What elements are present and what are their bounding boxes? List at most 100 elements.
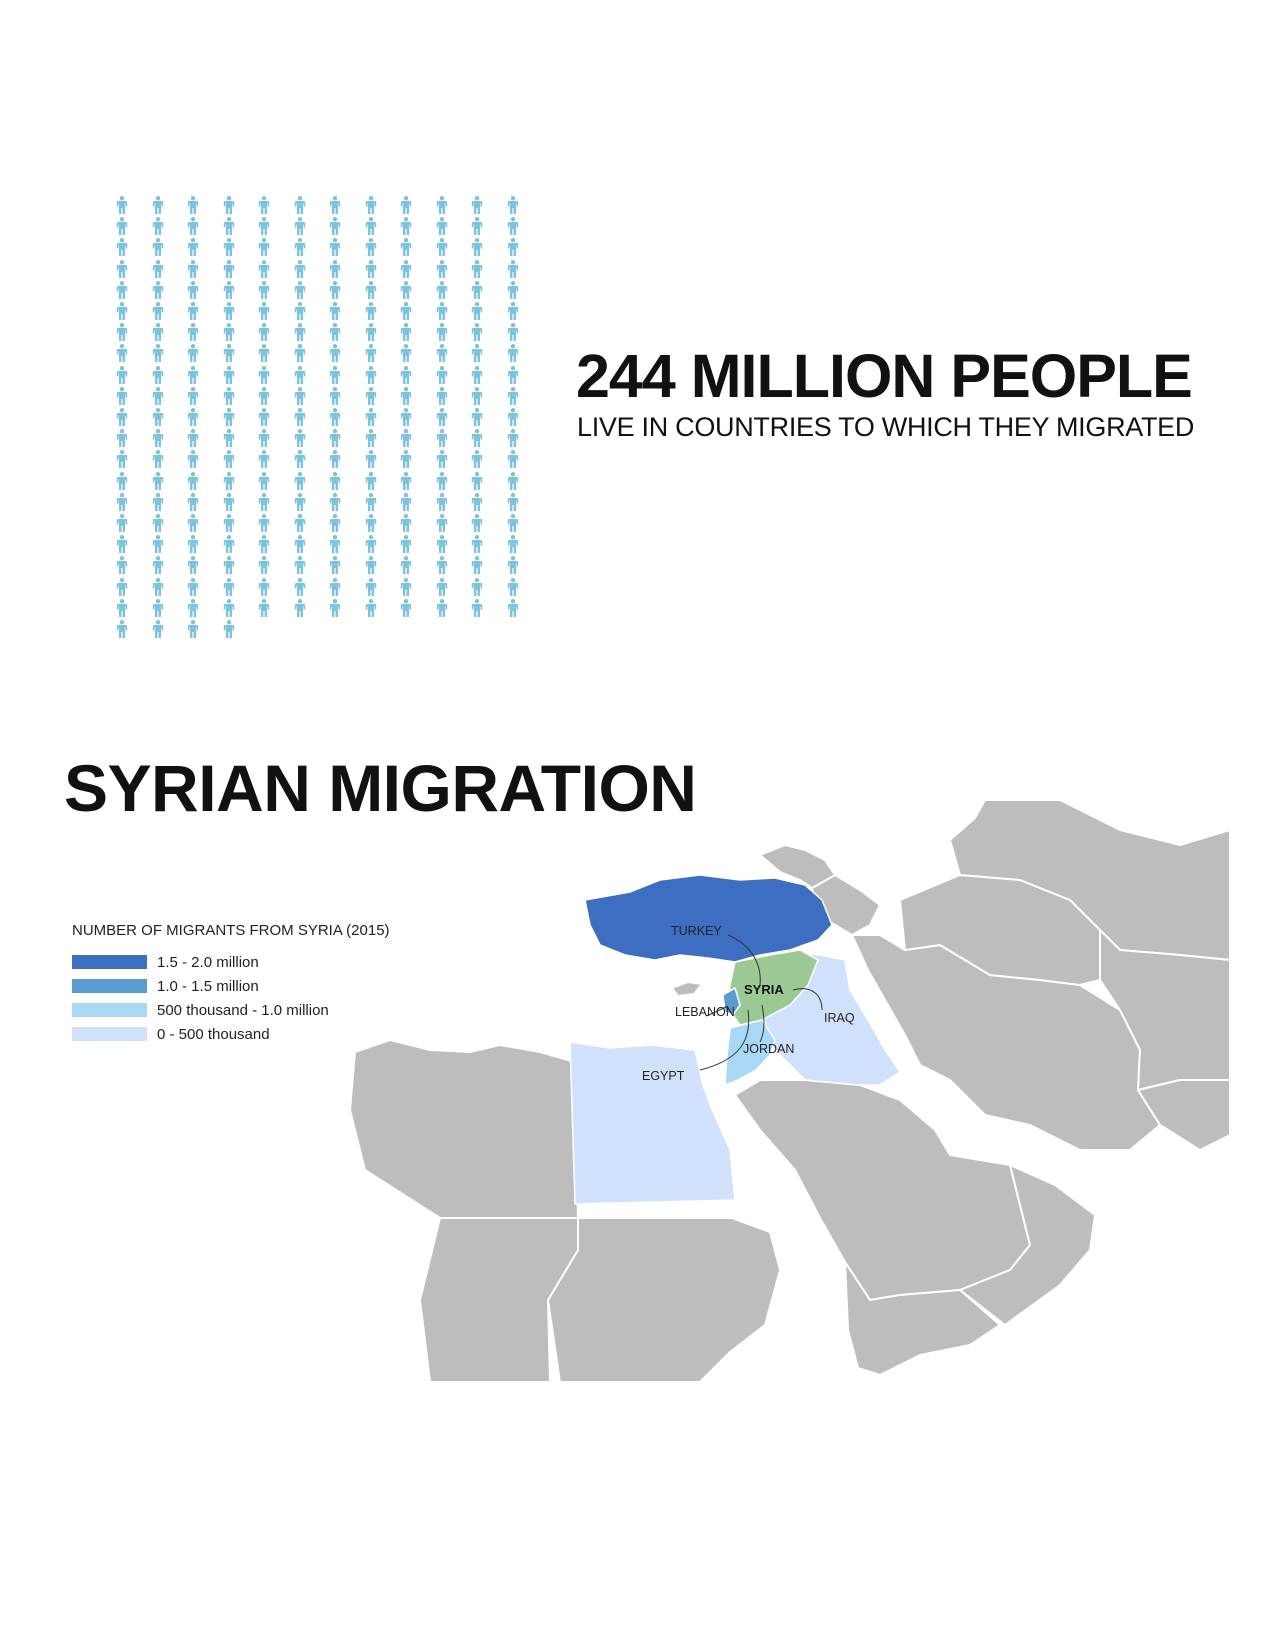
person-icon xyxy=(152,217,163,236)
person-icon xyxy=(329,217,341,236)
person-icon xyxy=(365,450,376,469)
person-icon xyxy=(329,471,341,490)
person-icon xyxy=(187,620,199,638)
person-icon xyxy=(507,408,518,426)
label-iraq: IRAQ xyxy=(824,1011,855,1025)
person-icon xyxy=(329,196,341,214)
person-icon xyxy=(223,238,234,257)
person-icon xyxy=(116,598,128,617)
person-icon xyxy=(329,492,341,511)
person-icon xyxy=(258,386,270,405)
person-icon xyxy=(258,556,270,575)
label-turkey: TURKEY xyxy=(671,924,722,938)
person-icon xyxy=(400,450,412,469)
person-icon xyxy=(294,514,305,532)
person-icon xyxy=(400,492,412,511)
person-icon xyxy=(507,429,518,448)
person-icon xyxy=(329,450,341,469)
person-icon xyxy=(223,620,234,638)
person-icon xyxy=(471,514,483,532)
person-icon xyxy=(258,514,270,532)
legend-label: 1.5 - 2.0 million xyxy=(157,953,259,971)
person-icon xyxy=(400,280,412,299)
person-icon xyxy=(471,535,483,554)
person-icon xyxy=(400,217,412,236)
person-icon xyxy=(436,429,447,448)
person-icon xyxy=(471,238,483,257)
person-icon xyxy=(187,514,199,532)
person-icon xyxy=(365,259,376,278)
person-icon xyxy=(116,196,128,214)
person-icon xyxy=(187,259,199,278)
legend-title: NUMBER OF MIGRANTS FROM SYRIA (2015) xyxy=(72,922,390,939)
person-icon xyxy=(365,535,376,554)
country-sudan xyxy=(547,1217,781,1383)
person-icon xyxy=(329,238,341,257)
person-icon xyxy=(223,386,234,405)
person-icon xyxy=(436,492,447,511)
person-icon xyxy=(223,217,234,236)
person-icon xyxy=(507,217,518,236)
person-icon xyxy=(294,238,305,257)
person-icon xyxy=(436,471,447,490)
person-icon xyxy=(471,598,483,617)
person-icon xyxy=(329,259,341,278)
person-icon xyxy=(471,344,483,363)
leader-line-egypt xyxy=(699,1009,750,1071)
person-icon xyxy=(436,196,447,214)
country-egypt xyxy=(569,1041,736,1205)
person-icon xyxy=(187,323,199,342)
person-icon xyxy=(329,514,341,532)
person-icon xyxy=(223,471,234,490)
person-icon xyxy=(365,514,376,532)
person-icon xyxy=(400,323,412,342)
country-lebanon xyxy=(722,987,741,1016)
person-icon xyxy=(116,535,128,554)
person-icon xyxy=(400,365,412,384)
country-yemen xyxy=(844,1261,1001,1376)
person-icon xyxy=(436,408,447,426)
person-icon xyxy=(471,556,483,575)
person-icon xyxy=(152,535,163,554)
country-libya xyxy=(349,1039,579,1219)
person-icon xyxy=(365,408,376,426)
person-icon xyxy=(187,577,199,596)
person-icon xyxy=(400,196,412,214)
person-icon xyxy=(471,196,483,214)
person-icon xyxy=(294,535,305,554)
person-icon xyxy=(507,323,518,342)
person-icon xyxy=(258,598,270,617)
person-icon xyxy=(471,365,483,384)
person-icon xyxy=(507,365,518,384)
person-icon xyxy=(152,302,163,320)
person-icon xyxy=(187,450,199,469)
person-icon xyxy=(116,514,128,532)
person-icon xyxy=(223,492,234,511)
person-icon xyxy=(223,196,234,214)
legend-item: 1.5 - 2.0 million xyxy=(72,950,390,974)
person-icon xyxy=(294,429,305,448)
legend-label: 1.0 - 1.5 million xyxy=(157,977,259,995)
person-icon xyxy=(294,302,305,320)
person-icon xyxy=(329,302,341,320)
person-icon xyxy=(258,429,270,448)
person-icon xyxy=(329,429,341,448)
person-icon xyxy=(365,238,376,257)
country-oman xyxy=(959,1164,1096,1326)
person-icon xyxy=(152,280,163,299)
person-icon xyxy=(507,514,518,532)
person-icon xyxy=(116,217,128,236)
person-icon xyxy=(507,280,518,299)
person-icon xyxy=(152,408,163,426)
person-icon xyxy=(116,492,128,511)
country-chad xyxy=(419,1217,579,1383)
person-icon xyxy=(294,556,305,575)
person-icon xyxy=(365,302,376,320)
person-icon xyxy=(294,217,305,236)
person-icon xyxy=(294,196,305,214)
person-icon xyxy=(471,471,483,490)
person-icon xyxy=(187,344,199,363)
person-icon xyxy=(507,344,518,363)
person-icon xyxy=(187,471,199,490)
person-icon xyxy=(294,471,305,490)
